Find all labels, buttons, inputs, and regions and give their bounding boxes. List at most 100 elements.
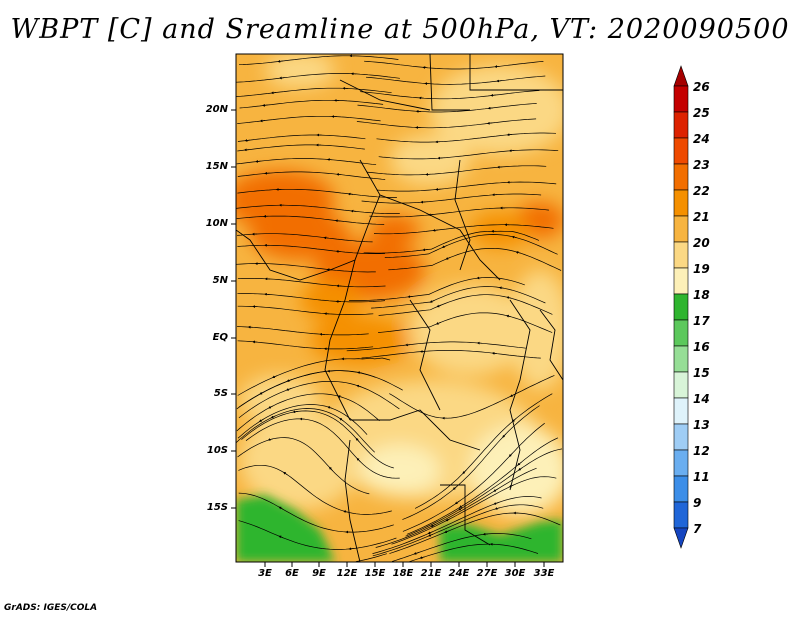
streamline-arrow (427, 531, 433, 535)
streamline (365, 75, 546, 85)
streamline-arrow (357, 371, 363, 375)
streamline-arrow (491, 351, 498, 355)
chart-title: WBPT [C] and Sreamline at 500hPa, VT: 20… (10, 14, 790, 45)
colorbar-label: 11 (693, 470, 710, 484)
streamline (241, 410, 394, 469)
map-frame (235, 53, 564, 563)
streamline (361, 349, 541, 359)
streamline (236, 393, 380, 432)
colorbar-swatch (673, 371, 689, 399)
streamline (402, 405, 540, 520)
lon-label-27e: 27E (476, 568, 498, 579)
streamline-arrow (286, 379, 292, 382)
streamline-arrow (462, 469, 467, 475)
streamline-arrow (508, 452, 513, 458)
colorbar-label: 9 (693, 496, 702, 510)
streamlines (236, 54, 563, 562)
streamline (237, 171, 386, 180)
streamline (371, 286, 546, 309)
lon-label-12e: 12E (336, 568, 358, 579)
streamline (360, 90, 540, 100)
streamline (237, 233, 373, 243)
streamline-arrow (413, 552, 419, 555)
streamline (237, 293, 386, 303)
streamline (237, 340, 374, 350)
lon-label-3e: 3E (258, 568, 272, 579)
streamline-arrow (255, 160, 261, 163)
streamline-arrow (432, 228, 438, 232)
streamline-arrow (278, 76, 285, 80)
streamline-arrow (506, 296, 512, 300)
streamline (238, 370, 403, 408)
colorbar-swatch (673, 319, 689, 347)
streamline-arrow (328, 466, 333, 471)
streamline-arrow (498, 286, 505, 290)
grads-credit: GrADS: IGES/COLA (4, 603, 98, 613)
streamline-arrow (323, 236, 329, 240)
streamline (349, 277, 525, 301)
colorbar-swatch (673, 423, 689, 451)
streamline-arrow (458, 507, 463, 511)
colorbar-label: 23 (693, 158, 710, 172)
streamline (237, 326, 369, 336)
streamline-arrow (278, 506, 284, 510)
streamline-arrow (339, 417, 344, 422)
streamline-arrow (490, 93, 496, 97)
lat-label-20n: 20N (205, 104, 228, 115)
lon-label-24e: 24E (448, 568, 470, 579)
lon-label-6e: 6E (285, 568, 299, 579)
streamline (237, 278, 386, 288)
streamline (238, 55, 399, 66)
streamline (406, 437, 559, 535)
streamline-arrow (337, 395, 343, 398)
streamline-arrow (278, 535, 284, 539)
streamline-arrow (277, 59, 283, 63)
streamline-arrow (511, 418, 517, 423)
streamline-arrow (272, 375, 278, 379)
lat-label-15n: 15N (205, 161, 228, 172)
lon-label-15e: 15E (364, 568, 386, 579)
streamline (366, 165, 547, 176)
colorbar-label: 22 (693, 184, 710, 198)
streamline (236, 73, 400, 83)
streamline-arrow (270, 91, 277, 95)
streamline-arrow (452, 486, 458, 490)
streamline (376, 132, 557, 143)
streamline-arrow (496, 79, 502, 83)
streamline (238, 520, 397, 550)
streamline (372, 504, 544, 557)
streamline-arrow (355, 437, 360, 443)
lat-label-eq: EQ (212, 332, 228, 343)
streamline-arrow (258, 418, 264, 422)
streamline (236, 215, 385, 225)
streamline-arrow (283, 471, 288, 476)
lat-label-5s: 5S (213, 388, 228, 399)
streamline (245, 418, 400, 479)
streamline-arrow (292, 410, 298, 414)
streamline-arrow (454, 500, 460, 505)
streamline-arrow (327, 406, 333, 409)
colorbar-swatch (673, 85, 689, 113)
streamline-arrow (270, 415, 276, 419)
colorbar-label: 24 (693, 132, 710, 146)
streamline-arrow (435, 321, 441, 325)
colorbar-swatch (673, 345, 689, 373)
streamline-arrow (511, 235, 517, 239)
colorbar-swatch (673, 267, 689, 295)
temperature-field (236, 54, 563, 562)
colorbar-label: 15 (693, 366, 710, 380)
colorbar-swatch (673, 501, 689, 529)
streamline-arrow (343, 510, 349, 514)
streamline-arrow (244, 139, 250, 142)
streamline-arrow (422, 248, 428, 252)
streamline-arrow (517, 461, 522, 466)
streamline (237, 305, 374, 315)
lat-label-10s: 10S (206, 445, 228, 456)
streamline (376, 181, 557, 192)
colorbar-swatch (673, 241, 689, 269)
colorbar-label: 13 (693, 418, 710, 432)
streamline-arrow (436, 304, 442, 308)
lon-label-9e: 9E (312, 568, 326, 579)
streamline-arrow (502, 433, 507, 438)
